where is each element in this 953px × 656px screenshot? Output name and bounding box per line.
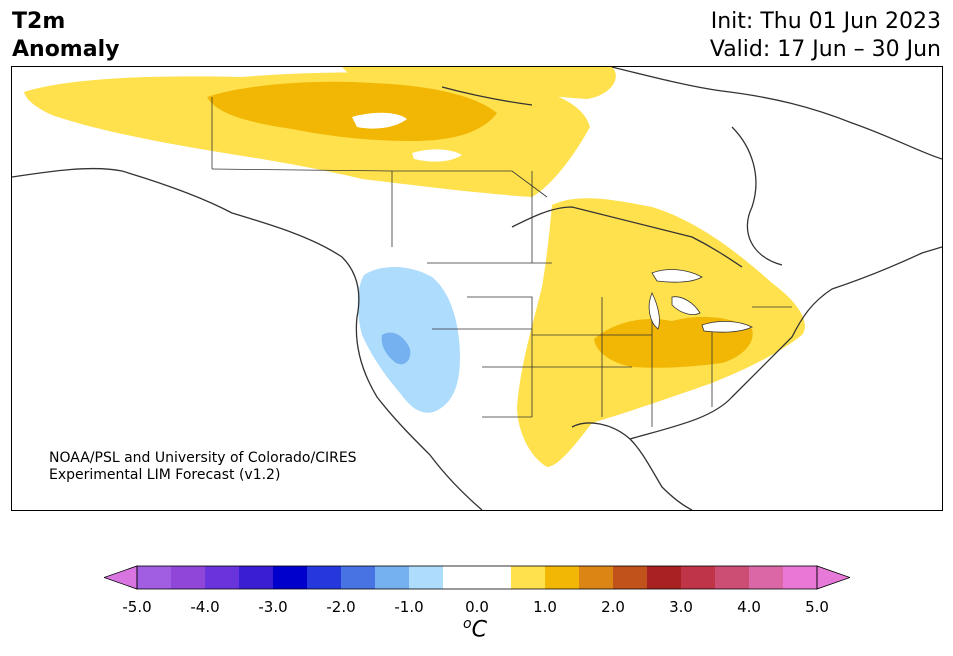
- colorbar-tick-label: -3.0: [258, 598, 288, 616]
- credit-text: NOAA/PSL and University of Colorado/CIRE…: [49, 450, 357, 484]
- warm-anomaly-arctic-islands: [342, 67, 616, 99]
- cool-core-nevada: [381, 332, 411, 365]
- unit-degree-symbol: o: [463, 616, 472, 632]
- colorbar-bin: [171, 566, 206, 589]
- colorbar-bin: [375, 566, 410, 589]
- title-anomaly: Anomaly: [12, 37, 120, 62]
- colorbar-tick-label: 2.0: [601, 598, 625, 616]
- colorbar-bin: [511, 566, 546, 589]
- title-variable: T2m: [12, 9, 66, 34]
- colorbar-bin: [749, 566, 784, 589]
- colorbar-over-arrow: [816, 565, 850, 590]
- colorbar-bin: [341, 566, 376, 589]
- colorbar-outline: [136, 565, 818, 590]
- colorbar-bin: [273, 566, 308, 589]
- lake-gap: [352, 112, 407, 129]
- borders: [211, 97, 792, 427]
- colorbar-bin: [443, 566, 478, 589]
- colorbar-bin: [681, 566, 716, 589]
- anomaly-map: [12, 67, 942, 510]
- map-title: T2m Anomaly: [12, 8, 119, 64]
- lake-gap: [412, 149, 462, 162]
- colorbar-tick-label: 4.0: [737, 598, 761, 616]
- colorbar-ticks: -5.0 -4.0 -3.0 -2.0 -1.0 0.0 1.0 2.0 3.0 4.0 5.0: [0, 598, 953, 618]
- credit-line-2: Experimental LIM Forecast (v1.2): [49, 467, 281, 483]
- colorbar-bin: [613, 566, 648, 589]
- colorbar-tick-label: 1.0: [533, 598, 557, 616]
- colorbar-bin: [239, 566, 274, 589]
- warm-core-canada: [207, 81, 497, 141]
- colorbar-bin: [783, 566, 818, 589]
- colorbar-bin: [307, 566, 342, 589]
- colorbar-bin: [647, 566, 682, 589]
- colorbar-tick-label: 3.0: [669, 598, 693, 616]
- colorbar-bin: [205, 566, 240, 589]
- unit-letter: C: [471, 617, 487, 643]
- colorbar: [104, 565, 850, 590]
- init-date-label: Init: Thu 01 Jun 2023: [710, 9, 941, 34]
- colorbar-bin: [545, 566, 580, 589]
- colorbar-tick-label: -5.0: [122, 598, 152, 616]
- credit-line-1: NOAA/PSL and University of Colorado/CIRE…: [49, 450, 357, 466]
- colorbar-bin: [715, 566, 750, 589]
- colorbar-unit-label: oC: [463, 616, 487, 642]
- colorbar-tick-label: -4.0: [190, 598, 220, 616]
- cool-anomaly-west: [357, 266, 460, 413]
- map-panel: [11, 66, 943, 511]
- colorbar-under-arrow: [104, 565, 138, 590]
- colorbar-tick-label: -1.0: [394, 598, 424, 616]
- colorbar-bin: [477, 566, 512, 589]
- colorbar-bin: [137, 566, 172, 589]
- colorbar-tick-label: -2.0: [326, 598, 356, 616]
- great-lakes: [648, 269, 753, 333]
- colorbar-bin: [579, 566, 614, 589]
- coastlines: [12, 67, 942, 510]
- colorbar-tick-label: 0.0: [465, 598, 489, 616]
- forecast-dates: Init: Thu 01 Jun 2023 Valid: 17 Jun – 30…: [710, 8, 941, 64]
- colorbar-bin: [409, 566, 444, 589]
- colorbar-tick-label: 5.0: [805, 598, 829, 616]
- valid-range-label: Valid: 17 Jun – 30 Jun: [709, 37, 941, 62]
- colorbar-bins: [137, 566, 818, 589]
